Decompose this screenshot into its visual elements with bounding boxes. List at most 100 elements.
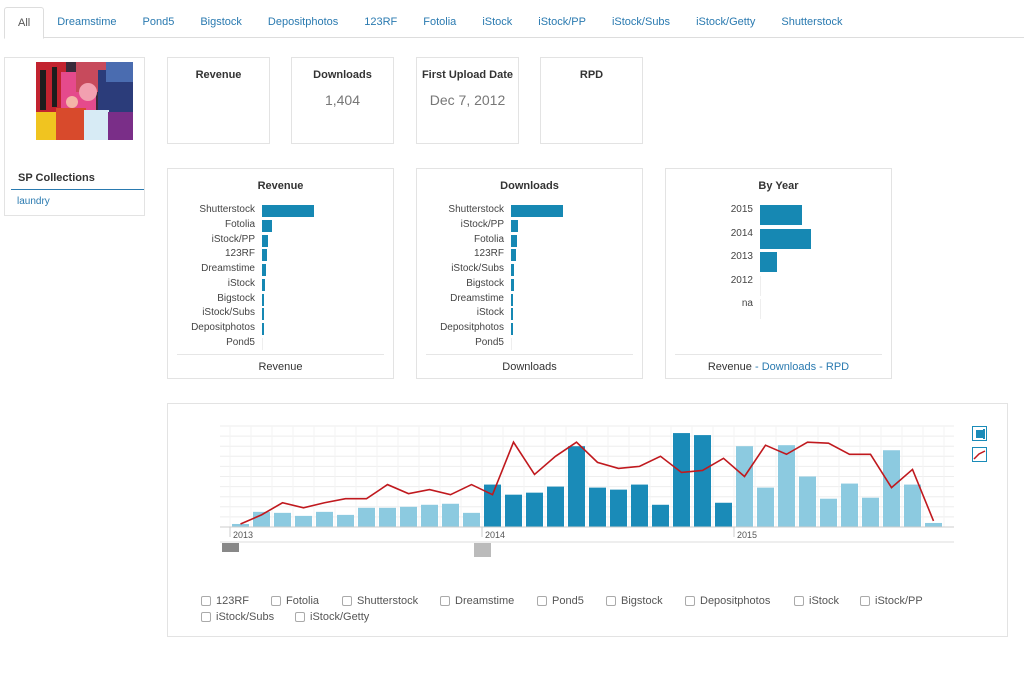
checkbox-box[interactable] [860,596,870,606]
timeline-bar[interactable] [568,446,585,527]
checkbox-box[interactable] [295,612,305,622]
downloads-bar[interactable] [511,205,563,217]
timeline-bar[interactable] [631,484,648,527]
tab-all[interactable]: All [4,7,45,39]
revenue-bar[interactable] [262,205,314,217]
checkbox-box[interactable] [685,596,695,606]
timeline-bar[interactable] [400,506,417,527]
year-bar[interactable] [760,299,761,319]
checkbox-box[interactable] [440,596,450,606]
timeline-bar[interactable] [673,433,690,527]
timeline-bar[interactable] [547,486,564,527]
checkbox-depositphotos[interactable]: Depositphotos [685,595,770,607]
revenue-bar[interactable] [262,337,263,350]
timeline-bar[interactable] [274,512,291,527]
checkbox-box[interactable] [537,596,547,606]
checkbox-pond5[interactable]: Pond5 [537,595,584,607]
downloads-bar[interactable] [511,264,515,276]
revenue-bar[interactable] [262,293,265,306]
checkbox-box[interactable] [606,596,616,606]
timeline-bar[interactable] [253,511,270,527]
tab-istock[interactable]: iStock [482,16,513,28]
tab-depositphotos[interactable]: Depositphotos [267,16,339,28]
timeline-bar[interactable] [442,503,459,527]
timeline-bar[interactable] [799,476,816,528]
collection-link-laundry[interactable]: laundry [17,196,50,207]
timeline-bar[interactable] [337,514,354,527]
timeline-bar[interactable] [841,483,858,527]
checkbox-box[interactable] [201,596,211,606]
range-handle-right[interactable] [474,543,491,557]
downloads-bar[interactable] [511,337,512,350]
timeline-bar[interactable] [610,489,627,527]
tab-shutterstock[interactable]: Shutterstock [781,16,843,28]
tab-istock-subs[interactable]: iStock/Subs [611,16,671,28]
checkbox-shutterstock[interactable]: Shutterstock [342,595,418,607]
timeline-bar[interactable] [925,522,942,527]
collection-thumbnail[interactable] [36,62,133,140]
checkbox-box[interactable] [271,596,281,606]
revenue-bar[interactable] [262,264,266,276]
timeline-bar[interactable] [778,445,795,527]
downloads-bar[interactable] [511,219,518,232]
revenue-bar[interactable] [262,278,266,291]
downloads-bar[interactable] [511,278,514,291]
year-bar[interactable] [760,228,811,249]
timeline-bar[interactable] [505,494,522,527]
checkbox-bigstock[interactable]: Bigstock [606,595,663,607]
tab-fotolia[interactable]: Fotolia [423,16,457,28]
timeline-bar[interactable] [379,507,396,527]
checkbox-box[interactable] [201,612,211,622]
timeline-bar[interactable] [652,504,669,527]
year-footer-downloads-link[interactable]: Downloads [761,361,817,373]
timeline-bar[interactable] [526,492,543,527]
tab-pond5[interactable]: Pond5 [142,16,175,28]
timeline-bar[interactable] [295,515,312,527]
range-handle-left[interactable] [222,543,239,552]
timeline-bar[interactable] [757,487,774,527]
tab-istock-getty[interactable]: iStock/Getty [696,16,756,28]
bar-chart-icon[interactable] [972,426,987,441]
checkbox-dreamstime[interactable]: Dreamstime [440,595,514,607]
timeline-bar[interactable] [463,512,480,527]
downloads-bar[interactable] [511,249,517,262]
timeline-bar[interactable] [421,504,438,527]
timeline-bar[interactable] [736,446,753,527]
revenue-bar[interactable] [262,234,269,247]
year-bar[interactable] [760,275,761,296]
timeline-bar[interactable] [862,497,879,527]
year-bar[interactable] [760,205,802,225]
tab-123rf[interactable]: 123RF [364,16,398,28]
tab-bigstock[interactable]: Bigstock [200,16,242,28]
checkbox-istock-getty[interactable]: iStock/Getty [295,611,369,623]
year-footer-revenue[interactable]: Revenue [707,361,752,373]
checkbox-istock[interactable]: iStock [794,595,839,607]
revenue-bar[interactable] [262,323,264,335]
timeline-bar[interactable] [232,523,249,527]
checkbox-box[interactable] [342,596,352,606]
timeline-bar[interactable] [484,484,501,527]
year-footer-rpd-link[interactable]: RPD [825,361,850,373]
timeline-bar[interactable] [694,435,711,527]
checkbox-fotolia[interactable]: Fotolia [271,595,319,607]
downloads-bar[interactable] [511,308,513,321]
timeline-bar[interactable] [589,487,606,527]
revenue-bar[interactable] [262,308,264,321]
revenue-bar[interactable] [262,249,268,262]
timeline-bar[interactable] [316,511,333,527]
tab-dreamstime[interactable]: Dreamstime [57,16,117,28]
line-chart-icon[interactable] [972,447,987,462]
timeline-bar[interactable] [904,484,921,527]
year-bar[interactable] [760,252,778,272]
checkbox-istock-pp[interactable]: iStock/PP [860,595,923,607]
downloads-bar[interactable] [511,293,514,306]
checkbox-123rf[interactable]: 123RF [201,595,249,607]
downloads-bar[interactable] [511,323,513,335]
checkbox-box[interactable] [794,596,804,606]
timeline-bar[interactable] [820,498,837,527]
checkbox-istock-subs[interactable]: iStock/Subs [201,611,274,623]
downloads-bar[interactable] [511,234,518,247]
timeline-bar[interactable] [358,507,375,527]
revenue-bar[interactable] [262,219,272,232]
tab-istock-pp[interactable]: iStock/PP [538,16,586,28]
